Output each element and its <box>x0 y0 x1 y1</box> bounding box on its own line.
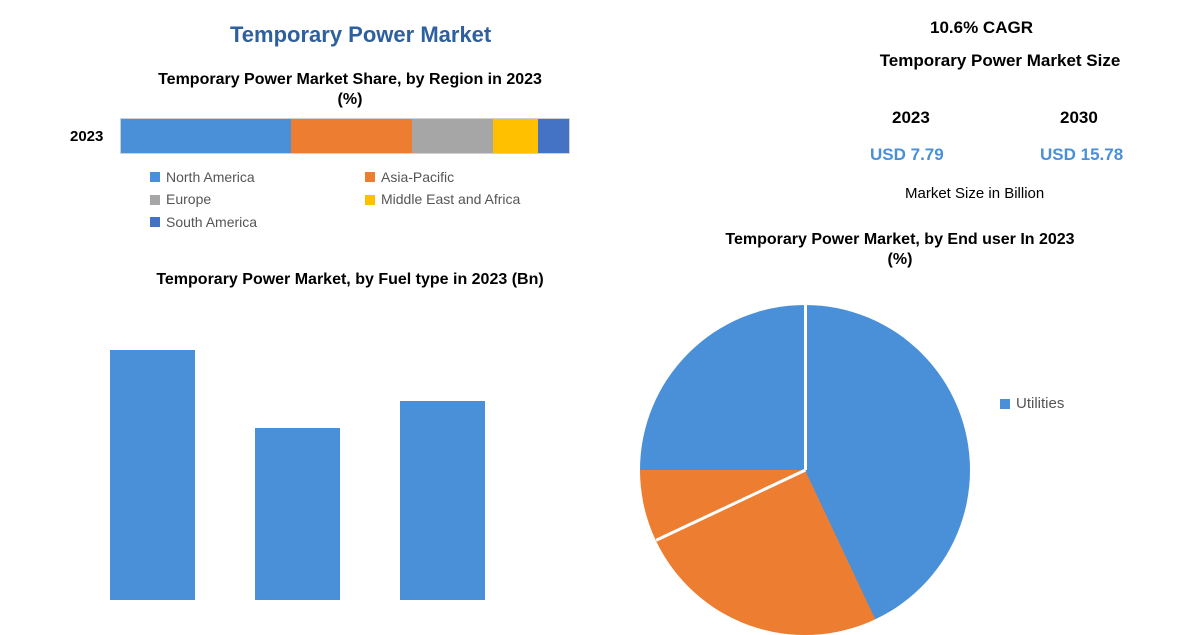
legend-swatch <box>1000 399 1010 409</box>
legend-label: Utilities <box>1016 395 1064 412</box>
share-segment <box>121 119 291 153</box>
market-size-value-b: USD 15.78 <box>1040 145 1123 165</box>
fuel-chart-title: Temporary Power Market, by Fuel type in … <box>145 270 555 290</box>
legend-swatch <box>150 172 160 182</box>
legend-swatch <box>150 195 160 205</box>
fuel-bar <box>110 350 195 600</box>
share-stacked-bar <box>120 118 570 154</box>
legend-item: Europe <box>150 188 365 210</box>
market-size-title: Temporary Power Market Size <box>870 50 1130 71</box>
market-size-unit: Market Size in Billion <box>905 185 1044 202</box>
fuel-bar <box>255 428 340 600</box>
legend-label: South America <box>166 211 257 233</box>
legend-label: Europe <box>166 188 211 210</box>
end-user-pie <box>640 305 970 635</box>
legend-item: North America <box>150 166 365 188</box>
share-segment <box>291 119 412 153</box>
legend-label: Middle East and Africa <box>381 188 520 210</box>
share-segment <box>493 119 538 153</box>
share-legend: North America Asia-Pacific Europe Middle Ea… <box>150 166 580 233</box>
market-size-value-a: USD 7.79 <box>870 145 944 165</box>
legend-swatch <box>365 195 375 205</box>
share-segment <box>412 119 493 153</box>
share-chart-title: Temporary Power Market Share, by Region … <box>145 70 555 110</box>
legend-item: Asia-Pacific <box>365 166 580 188</box>
end-user-legend: Utilities <box>1000 395 1064 472</box>
legend-item: Middle East and Africa <box>365 188 580 210</box>
cagr-label: 10.6% CAGR <box>930 18 1033 38</box>
page-title: Temporary Power Market <box>230 22 491 48</box>
share-row-label: 2023 <box>70 128 103 145</box>
fuel-bar-chart <box>90 330 560 600</box>
legend-swatch <box>150 217 160 227</box>
market-size-year-b: 2030 <box>1060 108 1098 128</box>
legend-item: Utilities <box>1000 395 1064 412</box>
market-size-year-a: 2023 <box>892 108 930 128</box>
legend-item: South America <box>150 211 365 233</box>
fuel-bar <box>400 401 485 600</box>
legend-label: North America <box>166 166 255 188</box>
pie-divider <box>655 469 806 542</box>
end-chart-title: Temporary Power Market, by End user In 2… <box>720 230 1080 270</box>
legend-swatch <box>365 172 375 182</box>
legend-label: Asia-Pacific <box>381 166 454 188</box>
share-segment <box>538 119 569 153</box>
pie-divider <box>804 305 807 470</box>
